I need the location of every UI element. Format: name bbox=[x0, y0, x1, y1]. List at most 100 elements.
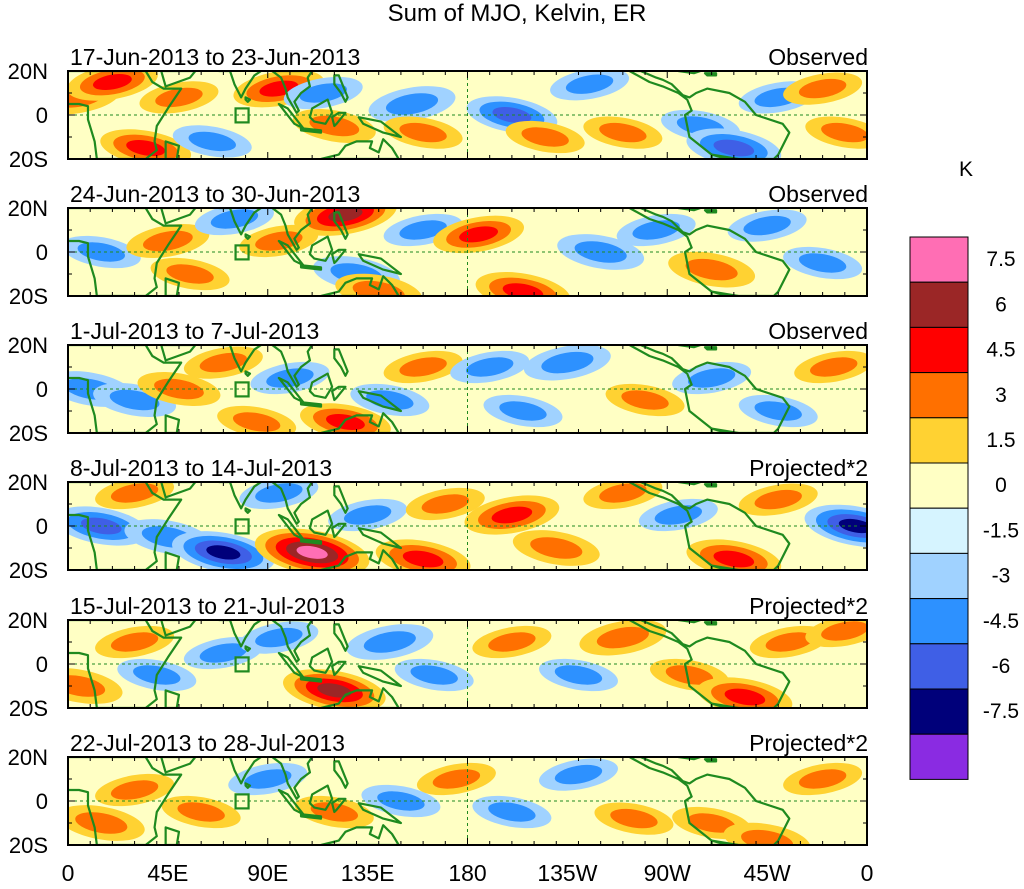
panels: 17-Jun-2013 to 23-Jun-2013 Observed 20N 0 20… bbox=[8, 44, 868, 858]
coastlines bbox=[68, 345, 791, 433]
y-axis-label: 0 bbox=[36, 377, 48, 402]
colorbar-tick-label: 3 bbox=[995, 384, 1007, 407]
coastline bbox=[244, 233, 252, 240]
coastline bbox=[357, 390, 403, 413]
coastline bbox=[271, 71, 314, 114]
anomaly-contour bbox=[554, 764, 603, 785]
coastline bbox=[333, 760, 349, 789]
panel-ticks bbox=[67, 481, 868, 571]
coastline bbox=[299, 401, 323, 408]
coastline bbox=[319, 412, 400, 433]
coastline bbox=[68, 208, 183, 296]
anomaly-contour bbox=[296, 545, 328, 559]
y-axis-label: 20S bbox=[9, 696, 48, 721]
anomaly-contour bbox=[754, 489, 802, 510]
y-axis-label: 20S bbox=[9, 833, 48, 858]
coastline bbox=[703, 621, 718, 626]
coastline bbox=[703, 209, 718, 214]
map-panel: 8-Jul-2013 to 14-Jul-2013 Projected*2 20N 0… bbox=[8, 455, 868, 583]
colorbar-swatch bbox=[909, 236, 969, 283]
panel-type: Projected*2 bbox=[749, 455, 868, 481]
colorbar-swatch bbox=[909, 598, 969, 645]
x-axis-label: 90W bbox=[644, 860, 692, 886]
anomaly-contour bbox=[75, 812, 128, 834]
colorbar-tick-label: -7.5 bbox=[983, 700, 1019, 723]
panel-type: Observed bbox=[768, 181, 868, 207]
coastline bbox=[308, 647, 334, 674]
y-axis-label: 20S bbox=[9, 147, 48, 172]
coastlines bbox=[68, 208, 791, 296]
colorbar-tick-label: 6 bbox=[995, 293, 1007, 316]
anomaly-contour bbox=[713, 550, 755, 568]
anomaly-contour bbox=[410, 665, 458, 685]
coastline bbox=[357, 527, 403, 550]
coastline bbox=[308, 372, 334, 399]
anomaly-contour bbox=[399, 122, 447, 143]
coastline bbox=[217, 757, 263, 785]
coastline bbox=[710, 290, 740, 296]
coastline bbox=[271, 620, 314, 663]
anomaly-contour bbox=[821, 621, 867, 641]
coastline bbox=[677, 482, 702, 486]
coastline bbox=[244, 96, 252, 103]
coastline bbox=[331, 660, 347, 677]
coastline bbox=[331, 111, 347, 128]
anomaly-contour bbox=[499, 401, 547, 421]
coastline bbox=[357, 253, 403, 276]
anomaly-contour bbox=[244, 769, 292, 789]
colorbar-tick-label: 7.5 bbox=[986, 248, 1015, 271]
coastline bbox=[217, 482, 263, 510]
coastline bbox=[677, 620, 702, 624]
colorbar-tick-label: -4.5 bbox=[983, 610, 1019, 633]
anomaly-contour bbox=[488, 802, 536, 822]
anomaly-contour bbox=[166, 264, 214, 284]
coastline bbox=[357, 665, 403, 688]
coastlines bbox=[68, 482, 791, 570]
coastline bbox=[299, 264, 323, 271]
anomaly-contour bbox=[541, 351, 594, 374]
anomaly-contour bbox=[80, 517, 122, 535]
panel-type: Projected*2 bbox=[749, 593, 868, 619]
anomaly-contour bbox=[610, 808, 658, 829]
coastline bbox=[710, 564, 740, 570]
anomaly-contour bbox=[402, 550, 444, 568]
coastline bbox=[164, 140, 181, 159]
panel-date-range: 1-Jul-2013 to 7-Jul-2013 bbox=[70, 318, 319, 344]
panel-type: Observed bbox=[768, 318, 868, 344]
anomaly-contour bbox=[488, 632, 536, 652]
anomaly-contour bbox=[596, 626, 649, 649]
panel-type: Projected*2 bbox=[749, 730, 868, 756]
coastline bbox=[357, 116, 403, 139]
coastline bbox=[68, 757, 183, 845]
coastline bbox=[160, 482, 197, 499]
y-axis-label: 20S bbox=[9, 558, 48, 583]
coastline bbox=[628, 482, 791, 570]
coastline bbox=[164, 277, 181, 296]
coastline bbox=[68, 71, 183, 159]
anomaly-contour bbox=[325, 413, 365, 431]
coastline bbox=[271, 757, 314, 800]
coastline bbox=[331, 248, 347, 265]
coastline bbox=[308, 784, 334, 811]
coastline bbox=[677, 208, 702, 212]
colorbar-swatch bbox=[909, 733, 969, 780]
coastline bbox=[160, 71, 197, 88]
coastline bbox=[68, 620, 183, 708]
x-axis-label: 135E bbox=[341, 860, 395, 886]
anomaly-contour bbox=[299, 83, 347, 103]
coastline bbox=[677, 757, 702, 761]
panel-ticks bbox=[67, 344, 868, 434]
colorbar-swatch bbox=[909, 372, 969, 419]
coastline bbox=[677, 345, 702, 349]
colorbar-tick-label: 4.5 bbox=[986, 339, 1015, 362]
anomaly-field bbox=[68, 757, 867, 845]
anomaly-contour bbox=[466, 357, 514, 377]
y-axis-label: 20N bbox=[8, 196, 48, 221]
anomaly-contour bbox=[492, 106, 532, 124]
coastline bbox=[244, 645, 252, 652]
coastline bbox=[703, 72, 718, 77]
y-axis-label: 20N bbox=[8, 745, 48, 770]
coastline bbox=[677, 71, 702, 75]
coastline bbox=[68, 345, 183, 433]
coastline bbox=[308, 235, 334, 262]
